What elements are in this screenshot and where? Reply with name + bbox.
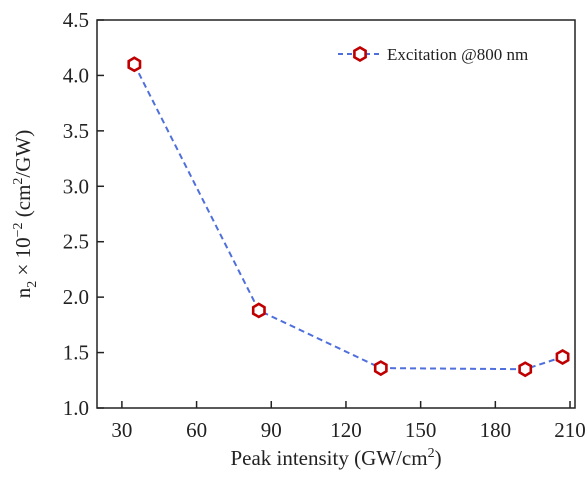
y-tick-label: 4.5 xyxy=(63,8,89,32)
data-point xyxy=(555,348,570,365)
series-layer xyxy=(127,56,570,378)
y-tick-label: 1.5 xyxy=(63,341,89,365)
legend-marker-hexagon-icon xyxy=(353,45,367,62)
legend: Excitation @800 nm xyxy=(338,45,528,64)
data-point xyxy=(518,361,533,378)
data-point xyxy=(373,360,388,377)
legend-label: Excitation @800 nm xyxy=(387,45,528,64)
x-tick-label: 60 xyxy=(186,418,207,442)
y-axis-ticks: 1.0 1.5 2.0 2.5 3.0 3.5 4.0 4.5 xyxy=(63,8,104,420)
plot-frame xyxy=(96,19,576,409)
x-tick-label: 150 xyxy=(405,418,437,442)
x-tick-label: 210 xyxy=(554,418,586,442)
x-tick-label: 30 xyxy=(111,418,132,442)
x-tick-label: 120 xyxy=(330,418,362,442)
y-tick-label: 3.5 xyxy=(63,119,89,143)
y-tick-label: 3.0 xyxy=(63,174,89,198)
y-tick-label: 4.0 xyxy=(63,63,89,87)
x-tick-label: 90 xyxy=(261,418,282,442)
y-tick-label: 2.0 xyxy=(63,285,89,309)
series-line xyxy=(133,63,563,371)
data-point xyxy=(127,56,142,73)
x-axis-ticks: 30 60 90 120 150 180 210 xyxy=(111,401,586,442)
y-tick-label: 1.0 xyxy=(63,396,89,420)
y-tick-label: 2.5 xyxy=(63,230,89,254)
y-axis-title: n2 × 10−2 (cm2/GW) xyxy=(11,130,40,298)
x-tick-label: 180 xyxy=(480,418,512,442)
data-point xyxy=(251,302,266,319)
x-axis-title: Peak intensity (GW/cm2) xyxy=(230,446,441,470)
